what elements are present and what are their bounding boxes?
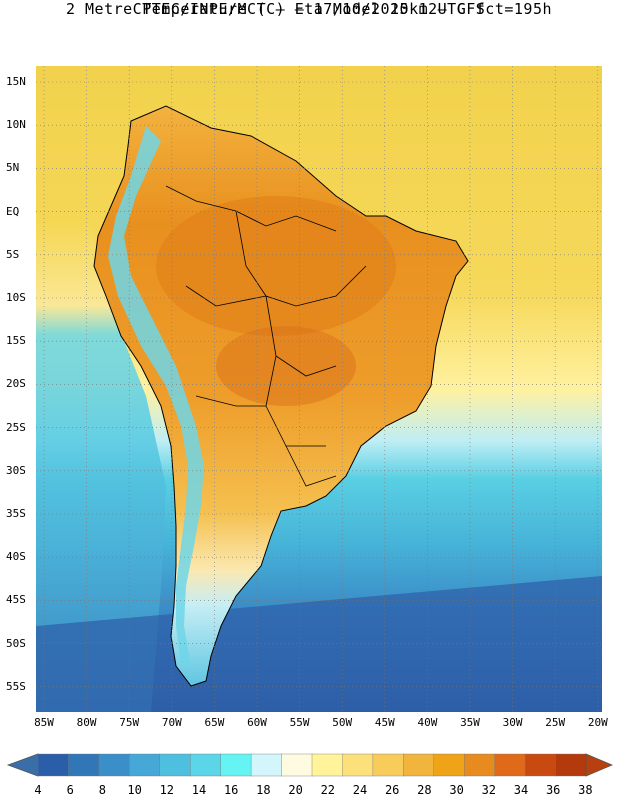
latitude-label: 5N [6,161,20,175]
longitude-label: 50W [332,716,353,729]
colorbar-swatch [281,753,313,777]
colorbar-low-arrow [6,753,39,777]
longitude-label: 85W [34,716,54,729]
colorbar-swatch [250,753,283,777]
longitude-label: 45W [374,716,395,729]
colorbar-tick-label: 34 [513,783,529,797]
colorbar-tick-label: 16 [223,783,239,797]
longitude-label: 35W [460,716,480,729]
colorbar-swatch [311,753,344,777]
colorbar-swatch [98,753,131,777]
latitude-label: 20S [6,377,26,391]
latitude-label: 50S [6,636,26,650]
longitude-label: 30W [502,716,523,729]
map-title-line-2: 2 Metre Temperature (C) – 17/10/2020 12U… [65,0,553,18]
colorbar-swatch [494,753,526,777]
colorbar-tick-label: 24 [352,783,368,797]
color-scale-bar [6,753,614,777]
colorbar-swatch [129,753,161,777]
colorbar-tick-label: 32 [481,783,497,797]
colorbar-swatch [190,753,222,777]
map-title-line-1: CPTEC/INPE/MCT – Eta Model 15km – GFS [132,0,486,18]
country-borders [165,185,367,487]
longitude-label: 55W [289,716,310,729]
colorbar-swatch [159,753,191,777]
colorbar-swatch [37,753,70,777]
colorbar-tick-label: 18 [256,783,271,797]
colorbar-tick-label: 12 [159,783,175,797]
colorbar-tick-label: 38 [578,783,593,797]
longitude-label: 60W [247,716,267,729]
latitude-label: 35S [6,507,26,520]
colorbar-high-arrow [585,753,614,777]
colorbar-tick-label: 4 [34,783,42,797]
colorbar-tick-label: 10 [127,783,142,797]
latitude-label: 15N [6,75,26,88]
latitude-label: 5S [6,247,20,261]
colorbar-swatch [403,753,435,777]
colorbar-swatch [555,753,587,777]
southern-ocean-field [36,576,602,712]
pacific-ocean-field [36,216,166,712]
latitude-label: 30S [6,463,26,477]
latitude-label: 10S [6,291,26,304]
latitude-label: 45S [6,593,26,607]
longitude-label: 65W [204,716,225,729]
colorbar-tick-label: 36 [545,783,561,797]
latitude-label: 40S [6,550,26,564]
colorbar-swatch [433,753,465,777]
colorbar-tick-label: 6 [66,783,74,797]
latitude-label: 55S [6,679,26,693]
latitude-label: EQ [6,204,20,218]
andes-cold-band [108,126,204,666]
longitude-label: 20W [587,716,608,729]
longitude-label: 40W [417,716,438,729]
colorbar-tick-label: 30 [449,783,464,797]
colorbar-tick-label: 20 [288,783,303,797]
latitude-label: 15S [6,334,26,348]
amazon-hot-zone [156,196,396,336]
colorbar-tick-label: 8 [98,783,106,797]
colorbar-swatch [464,753,496,777]
colorbar-tick-label: 28 [417,783,432,797]
colorbar-tick-label: 26 [384,783,400,797]
latitude-label: 10N [6,118,26,132]
longitude-label: 75W [119,716,140,729]
longitude-label: 70W [161,716,182,729]
chaco-hot-zone [216,326,356,406]
colorbar-swatch [220,753,252,777]
temperature-map [36,66,602,712]
colorbar-swatch [68,753,100,777]
longitude-label: 80W [76,716,97,729]
latitude-label: 25S [6,420,26,434]
colorbar-swatch [524,753,557,777]
longitude-label: 25W [545,716,566,729]
colorbar-tick-label: 14 [191,783,207,797]
colorbar-swatch [342,753,374,777]
colorbar-swatch [372,753,405,777]
colorbar-tick-label: 22 [320,783,336,797]
